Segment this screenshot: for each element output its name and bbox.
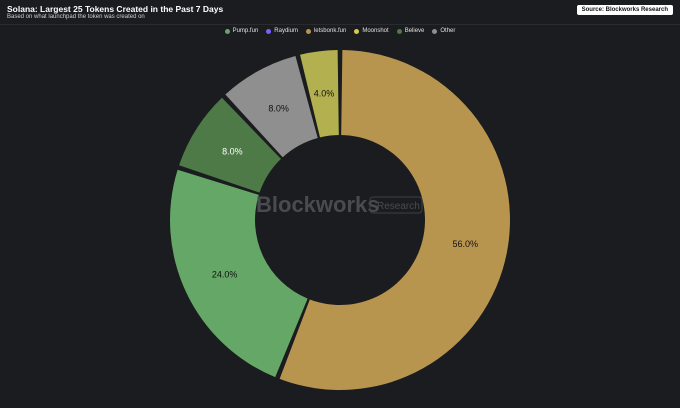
slice-label-letsbonk-fun: 56.0% — [452, 239, 478, 249]
slice-label-moonshot: 4.0% — [314, 89, 335, 99]
header-divider — [0, 24, 680, 25]
legend-label: letsbonk.fun — [313, 28, 347, 34]
legend-label: Other — [440, 28, 456, 34]
chart-legend: Pump.fun Raydium letsbonk.fun Moonshot B… — [0, 28, 680, 34]
legend-item-believe[interactable]: Believe — [396, 28, 425, 34]
slice-label-pump-fun: 24.0% — [212, 269, 238, 279]
legend-item-raydium[interactable]: Raydium — [266, 28, 298, 34]
slice-believe[interactable] — [179, 97, 281, 193]
legend-dot-icon — [224, 28, 230, 34]
slice-labels: 56.0% 24.0% 8.0% 8.0% 4.0% — [212, 89, 478, 280]
slice-pump-fun[interactable] — [169, 169, 308, 378]
legend-dot-icon — [432, 28, 438, 34]
source-badge[interactable]: Source: Blockworks Research — [576, 5, 673, 15]
watermark: Blockworks Research — [256, 192, 423, 217]
slice-label-other: 8.0% — [268, 103, 289, 113]
legend-label: Pump.fun — [232, 28, 259, 34]
legend-dot-icon — [266, 28, 272, 34]
donut-slices — [169, 50, 510, 390]
watermark-tag-box — [369, 196, 423, 214]
legend-item-pump-fun[interactable]: Pump.fun — [224, 28, 259, 34]
slice-letsbonk-fun[interactable] — [279, 50, 510, 390]
legend-label: Raydium — [274, 28, 298, 34]
legend-item-other[interactable]: Other — [432, 28, 455, 34]
legend-item-letsbonk-fun[interactable]: letsbonk.fun — [305, 28, 347, 34]
chart-title: Solana: Largest 25 Tokens Created in the… — [7, 4, 224, 14]
chart-subtitle: Based on what launchpad the token was cr… — [7, 14, 145, 20]
legend-dot-icon — [396, 28, 402, 34]
watermark-brand: Blockworks — [256, 192, 380, 217]
legend-dot-icon — [354, 28, 360, 34]
watermark-tag: Research — [377, 201, 420, 212]
legend-label: Believe — [404, 28, 425, 34]
slice-other[interactable] — [225, 55, 318, 158]
legend-dot-icon — [305, 28, 311, 34]
legend-item-moonshot[interactable]: Moonshot — [354, 28, 389, 34]
slice-moonshot[interactable] — [300, 50, 339, 138]
legend-label: Moonshot — [362, 28, 389, 34]
slice-label-believe: 8.0% — [222, 147, 243, 157]
